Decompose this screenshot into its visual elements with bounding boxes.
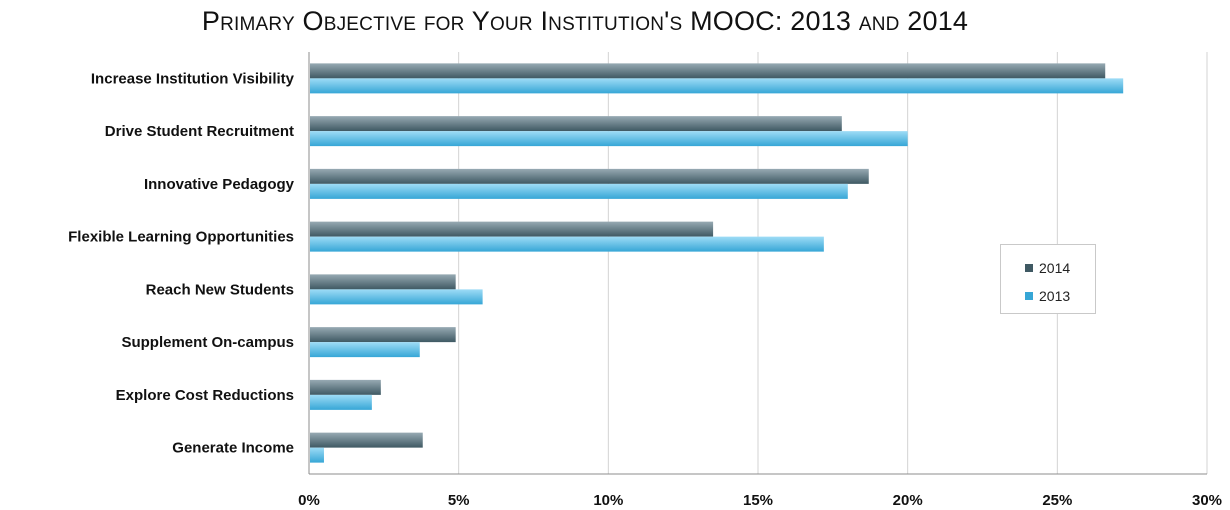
bar-series-1 xyxy=(310,131,908,147)
legend-swatch-series-0 xyxy=(1025,264,1033,272)
category-label: Reach New Students xyxy=(146,281,294,298)
category-label: Explore Cost Reductions xyxy=(116,387,294,404)
bar-series-0 xyxy=(310,274,456,290)
bars xyxy=(310,63,1124,463)
x-tick-label: 0% xyxy=(298,492,320,509)
bar-series-1 xyxy=(310,394,372,410)
x-tick-labels: 0% 5% 10% 15% 20% 25% 30% xyxy=(298,492,1222,509)
bar-series-0 xyxy=(310,327,456,343)
category-label: Flexible Learning Opportunities xyxy=(68,229,294,246)
x-tick-label: 15% xyxy=(743,492,773,509)
category-label: Increase Institution Visibility xyxy=(91,70,295,87)
x-tick-label: 10% xyxy=(593,492,623,509)
x-tick-label: 25% xyxy=(1042,492,1072,509)
bar-series-1 xyxy=(310,236,824,252)
category-labels: Increase Institution Visibility Drive Stu… xyxy=(68,70,295,456)
category-label: Supplement On-campus xyxy=(121,334,294,351)
bar-series-0 xyxy=(310,221,714,237)
category-label: Drive Student Recruitment xyxy=(105,123,294,140)
bar-series-0 xyxy=(310,379,381,395)
bar-series-1 xyxy=(310,447,324,463)
bar-series-0 xyxy=(310,116,842,132)
legend-label-series-0: 2014 xyxy=(1039,260,1071,276)
category-label: Generate Income xyxy=(172,440,294,457)
bar-series-1 xyxy=(310,342,420,358)
legend-label-series-1: 2013 xyxy=(1039,288,1071,304)
bar-series-1 xyxy=(310,183,848,199)
chart-title: Primary Objective for Your Institution's… xyxy=(201,6,969,36)
bar-series-1 xyxy=(310,289,483,305)
x-tick-label: 5% xyxy=(448,492,470,509)
bar-series-1 xyxy=(310,78,1124,94)
bar-series-0 xyxy=(310,63,1106,79)
legend-swatch-series-1 xyxy=(1025,292,1033,300)
legend-item-series-1: 2013 xyxy=(1025,287,1070,305)
x-tick-label: 30% xyxy=(1192,492,1222,509)
bar-series-0 xyxy=(310,432,423,448)
legend-item-series-0: 2014 xyxy=(1025,259,1070,277)
bar-series-0 xyxy=(310,168,869,184)
x-tick-label: 20% xyxy=(893,492,923,509)
category-label: Innovative Pedagogy xyxy=(144,176,295,193)
legend: 2014 2013 xyxy=(1000,244,1096,314)
